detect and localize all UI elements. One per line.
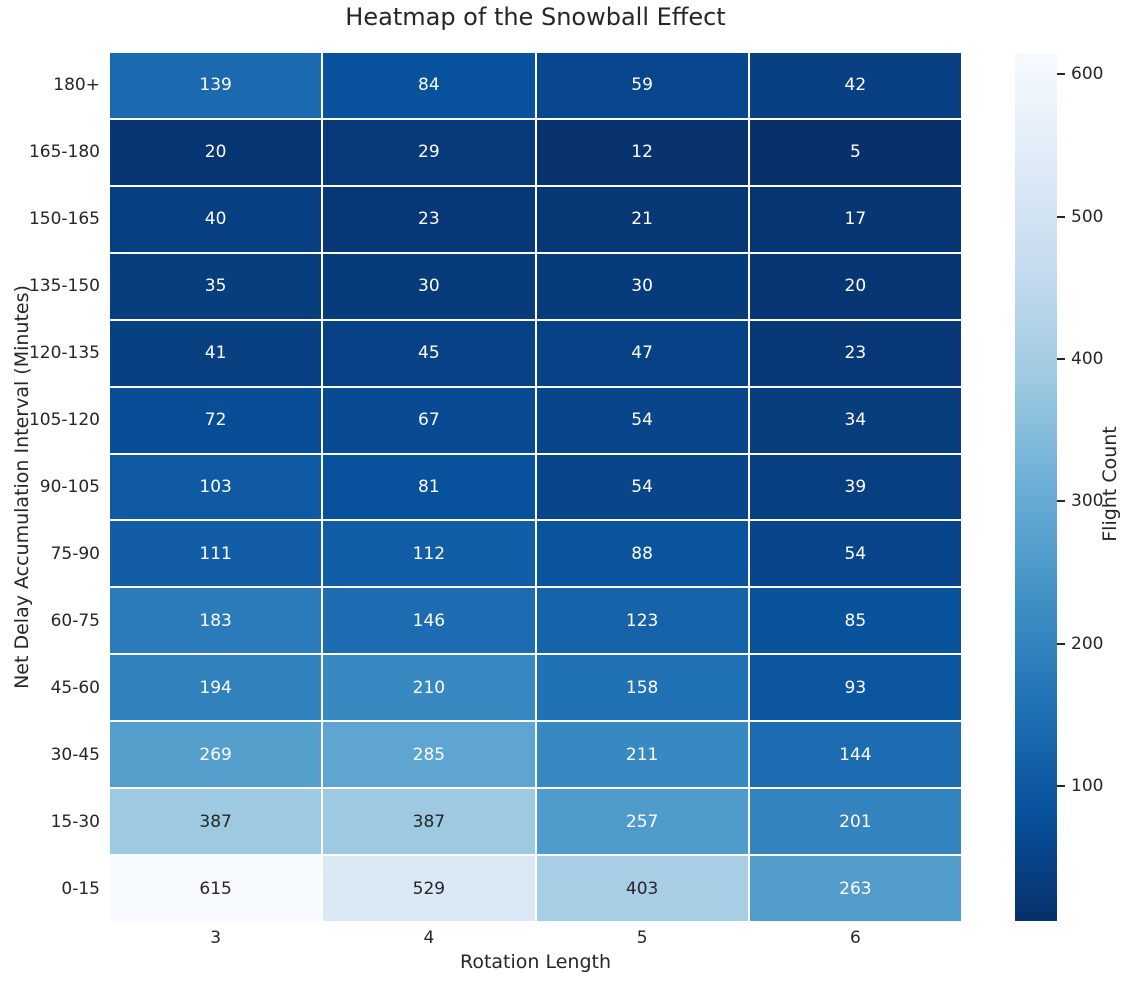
heatmap-cell: 194 — [110, 655, 322, 721]
heatmap-cell: 54 — [749, 521, 961, 587]
heatmap-cell: 84 — [323, 53, 535, 118]
colorbar-tick-mark — [1057, 784, 1065, 787]
y-tick-label: 60-75 — [50, 610, 100, 631]
colorbar-label: Flight Count — [1099, 426, 1121, 542]
y-tick-label: 30-45 — [50, 744, 100, 765]
chart-title: Heatmap of the Snowball Effect — [345, 3, 726, 31]
heatmap-cell: 35 — [110, 253, 322, 319]
colorbar-tick-label: 600 — [1071, 64, 1104, 85]
colorbar-tick-label: 400 — [1071, 348, 1104, 369]
heatmap-cell: 201 — [749, 789, 961, 855]
colorbar-tick-mark — [1057, 73, 1065, 76]
heatmap-cell: 5 — [749, 119, 961, 185]
heatmap-cell: 59 — [536, 53, 748, 118]
y-tick-label: 75-90 — [50, 543, 100, 564]
heatmap-cell: 210 — [323, 655, 535, 721]
heatmap-cell: 12 — [536, 119, 748, 185]
heatmap-cell: 146 — [323, 588, 535, 654]
heatmap-cell: 41 — [110, 320, 322, 386]
heatmap-cell: 112 — [323, 521, 535, 587]
x-tick-label: 6 — [849, 927, 861, 948]
colorbar-tick-mark — [1057, 500, 1065, 503]
y-tick-label: 105-120 — [28, 410, 100, 431]
colorbar-tick-label: 500 — [1071, 206, 1104, 227]
heatmap-cell: 85 — [749, 588, 961, 654]
x-tick-label: 5 — [636, 927, 648, 948]
heatmap-cell: 34 — [749, 387, 961, 453]
heatmap-cell: 144 — [749, 722, 961, 788]
heatmap-cell: 88 — [536, 521, 748, 587]
y-tick-label: 120-135 — [28, 343, 100, 364]
heatmap-cell: 45 — [323, 320, 535, 386]
heatmap-cell: 54 — [536, 387, 748, 453]
heatmap-cell: 29 — [323, 119, 535, 185]
colorbar-tick-mark — [1057, 642, 1065, 645]
colorbar-tick-label: 300 — [1071, 491, 1104, 512]
heatmap-cell: 47 — [536, 320, 748, 386]
heatmap-cell: 403 — [536, 856, 748, 921]
colorbar-tick-mark — [1057, 357, 1065, 360]
heatmap-cell: 615 — [110, 856, 322, 921]
heatmap-cell: 158 — [536, 655, 748, 721]
heatmap-cell: 269 — [110, 722, 322, 788]
heatmap-cell: 23 — [749, 320, 961, 386]
heatmap-cell: 20 — [110, 119, 322, 185]
heatmap-cell: 285 — [323, 722, 535, 788]
heatmap-cell: 30 — [323, 253, 535, 319]
y-tick-label: 90-105 — [39, 476, 100, 497]
y-tick-label: 15-30 — [50, 811, 100, 832]
heatmap-cell: 81 — [323, 454, 535, 520]
heatmap-cell: 93 — [749, 655, 961, 721]
heatmap-cell: 123 — [536, 588, 748, 654]
y-tick-label: 180+ — [53, 75, 100, 96]
heatmap-cell: 263 — [749, 856, 961, 921]
heatmap-cell: 42 — [749, 53, 961, 118]
y-tick-label: 135-150 — [28, 276, 100, 297]
colorbar-gradient — [1015, 53, 1057, 921]
heatmap-cell: 20 — [749, 253, 961, 319]
heatmap-cell: 139 — [110, 53, 322, 118]
colorbar-tick-mark — [1057, 215, 1065, 218]
heatmap-cell: 54 — [536, 454, 748, 520]
heatmap-cell: 72 — [110, 387, 322, 453]
heatmap: 139 84 59 42 20 29 12 5 40 23 21 17 35 30 30 20 41 45 47 23… — [110, 53, 961, 921]
y-tick-label: 45-60 — [50, 677, 100, 698]
colorbar-tick-label: 100 — [1071, 775, 1104, 796]
x-tick-label: 4 — [423, 927, 435, 948]
heatmap-cell: 40 — [110, 186, 322, 252]
heatmap-cell: 183 — [110, 588, 322, 654]
heatmap-cell: 21 — [536, 186, 748, 252]
heatmap-cell: 387 — [110, 789, 322, 855]
y-tick-label: 150-165 — [28, 209, 100, 230]
x-axis-label: Rotation Length — [459, 951, 612, 973]
heatmap-cell: 30 — [536, 253, 748, 319]
heatmap-cell: 103 — [110, 454, 322, 520]
heatmap-cell: 387 — [323, 789, 535, 855]
y-axis-label: Net Delay Accumulation Interval (Minutes… — [11, 285, 33, 689]
colorbar-tick-label: 200 — [1071, 633, 1104, 654]
y-tick-label: 165-180 — [28, 142, 100, 163]
heatmap-cell: 529 — [323, 856, 535, 921]
heatmap-cell: 257 — [536, 789, 748, 855]
heatmap-cell: 17 — [749, 186, 961, 252]
heatmap-cell: 39 — [749, 454, 961, 520]
heatmap-cell: 23 — [323, 186, 535, 252]
y-axis-tick-labels: 180+ 165-180 150-165 135-150 120-135 105-120 9… — [0, 53, 100, 921]
x-axis-tick-labels: 3 4 5 6 — [110, 921, 961, 954]
heatmap-cell: 67 — [323, 387, 535, 453]
heatmap-cell: 111 — [110, 521, 322, 587]
y-tick-label: 0-15 — [61, 878, 100, 899]
heatmap-cell: 211 — [536, 722, 748, 788]
x-tick-label: 3 — [210, 927, 222, 948]
